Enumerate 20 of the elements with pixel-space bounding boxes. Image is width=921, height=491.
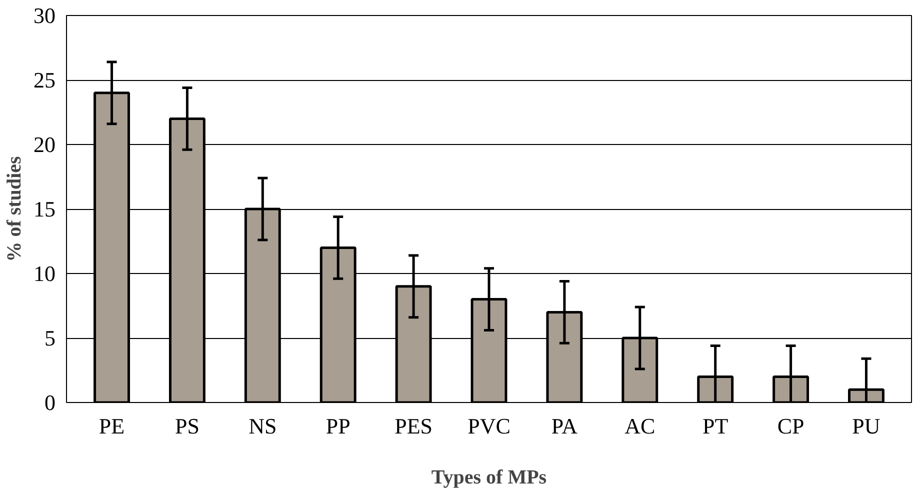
y-tick-label: 0	[44, 390, 56, 415]
y-tick-label: 15	[34, 196, 56, 222]
x-axis-title: Types of MPs	[431, 466, 547, 488]
x-tick-label: PVC	[468, 414, 510, 438]
x-tick-label: PE	[98, 414, 125, 438]
y-axis-title: % of studies	[4, 156, 26, 262]
y-tick-label: 10	[34, 261, 56, 286]
x-tick-label: NS	[248, 414, 277, 438]
x-tick-label: PP	[326, 414, 350, 438]
x-tick-label: PU	[852, 414, 880, 438]
x-tick-label: CP	[777, 414, 804, 438]
x-tick-label: PS	[174, 414, 200, 438]
y-tick-label: 25	[34, 68, 56, 92]
x-tick-label: AC	[624, 414, 656, 438]
y-tick-label: 30	[34, 3, 56, 28]
y-tick-label: 5	[44, 326, 56, 350]
x-tick-label: PT	[702, 414, 729, 438]
x-tick-label: PA	[551, 414, 578, 438]
y-tick-label: 20	[34, 132, 56, 157]
x-tick-label: PES	[394, 414, 433, 438]
